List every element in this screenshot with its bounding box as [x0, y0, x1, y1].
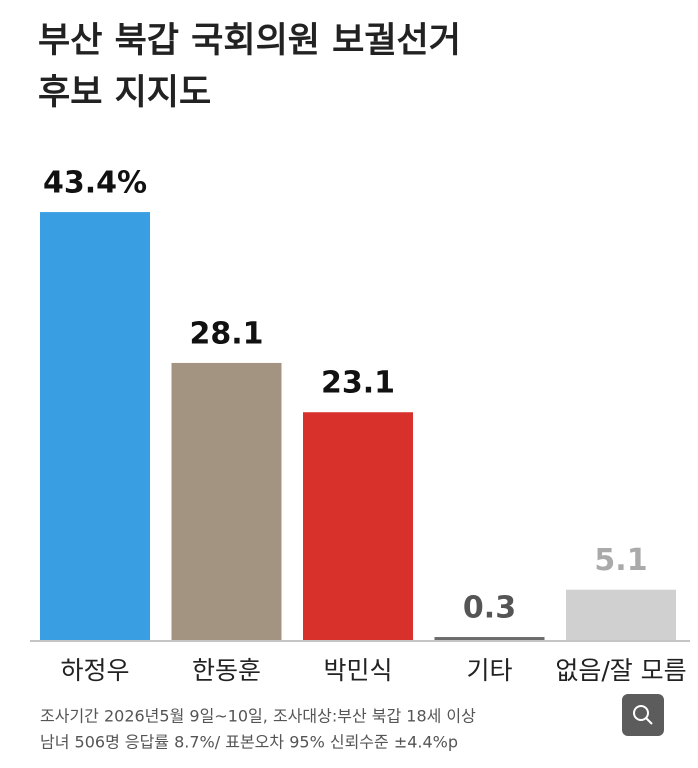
- bar: [40, 212, 150, 641]
- zoom-button[interactable]: [622, 694, 664, 736]
- category-label: 하정우: [60, 656, 129, 685]
- value-label: 5.1: [594, 543, 647, 578]
- value-label: 43.4%: [43, 166, 147, 201]
- category-label: 한동훈: [192, 656, 261, 685]
- zoom-icon: [645, 717, 653, 725]
- note: 남녀 506명 응답률 8.7%/ 표본오차 95% 신뢰수준 ±4.4%p: [40, 733, 458, 752]
- bar: [566, 589, 676, 640]
- zoom-icon: [633, 705, 649, 721]
- category-label: 박민식: [323, 656, 392, 685]
- value-label: 23.1: [321, 366, 395, 401]
- note: 조사기간 2026년5월 9일~10일, 조사대상:부산 북갑 18세 이상: [40, 707, 476, 726]
- bar: [303, 412, 413, 640]
- value-label: 0.3: [463, 591, 516, 626]
- bar: [171, 362, 282, 640]
- value-label: 28.1: [189, 316, 263, 351]
- bar: [434, 637, 545, 640]
- chart-title: 부산 북갑 국회의원 보궐선거: [38, 21, 461, 61]
- chart-title: 후보 지지도: [38, 73, 211, 113]
- category-label: 기타: [466, 656, 512, 685]
- category-label: 없음/잘 모름: [555, 656, 686, 685]
